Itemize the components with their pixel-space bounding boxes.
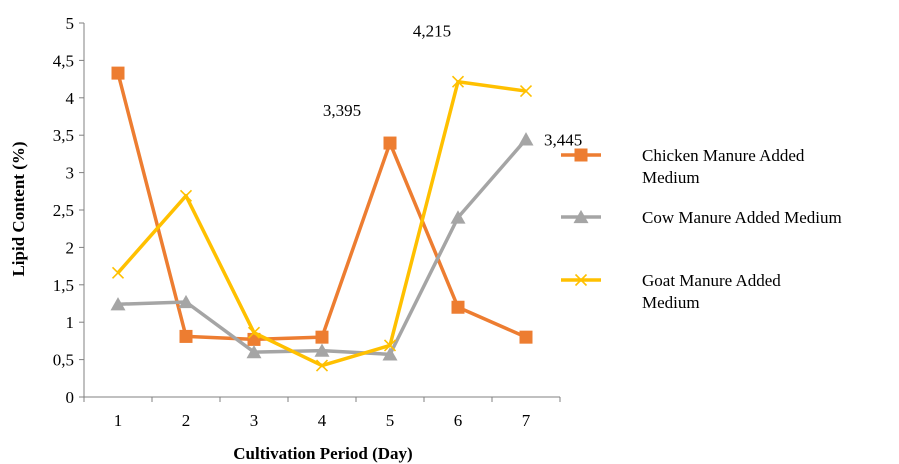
series-line	[117, 138, 528, 357]
y-tick-label: 1	[66, 313, 75, 332]
marker-stroke	[519, 85, 533, 98]
data-point-marker	[315, 330, 329, 344]
legend-swatch-marker	[573, 209, 589, 224]
marker-stroke	[383, 339, 397, 352]
data-point-marker	[246, 344, 262, 359]
data-point-marker	[451, 300, 465, 314]
legend-label: Goat Manure Added	[642, 271, 781, 290]
data-point-marker	[383, 136, 397, 150]
legend-item: Chicken Manure Added Medium	[561, 146, 805, 187]
marker-stroke	[451, 75, 465, 88]
x-tick-label: 1	[114, 411, 123, 430]
data-labels: 3,395 4,215 3,445	[323, 22, 582, 150]
data-point-marker	[110, 297, 126, 311]
x-axis-title: Cultivation Period (Day)	[233, 444, 412, 463]
y-axis-ticks: 0 0,5 1 1,5 2 2,5 3 3,5 4 4,5 5	[53, 14, 84, 407]
data-point-marker	[382, 347, 398, 361]
legend-label: Medium	[642, 168, 700, 187]
y-tick-label: 5	[66, 14, 75, 33]
data-point-marker	[519, 330, 533, 344]
legend-item: Cow Manure Added Medium	[561, 208, 842, 227]
data-point-marker	[178, 294, 194, 309]
y-tick-label: 2,5	[53, 201, 74, 220]
y-tick-label: 2	[66, 238, 75, 257]
legend-label: Cow Manure Added Medium	[642, 208, 842, 227]
legend-swatch-marker	[574, 273, 588, 287]
x-tick-label: 7	[522, 411, 531, 430]
y-tick-label: 1,5	[53, 276, 74, 295]
data-label: 3,395	[323, 101, 361, 120]
data-point-marker	[111, 66, 125, 80]
series-layer	[110, 66, 534, 372]
x-tick-label: 3	[250, 411, 259, 430]
data-point-marker	[383, 339, 397, 352]
y-tick-label: 3,5	[53, 126, 74, 145]
legend-label: Medium	[642, 293, 700, 312]
y-tick-label: 4,5	[53, 51, 74, 70]
data-point-marker	[179, 329, 193, 343]
marker-stroke	[111, 266, 125, 279]
y-tick-label: 4	[66, 89, 75, 108]
data-point-marker	[451, 75, 465, 88]
data-point-marker	[314, 343, 330, 357]
y-axis-title: Lipid Content (%)	[9, 141, 28, 276]
data-point-marker	[179, 189, 193, 202]
x-axis-ticks: 1 2 3 4 5 6 7	[83, 397, 561, 430]
data-point-marker	[519, 85, 533, 98]
legend-swatch-marker	[574, 148, 588, 162]
data-point-marker	[315, 359, 329, 372]
x-tick-label: 4	[318, 411, 327, 430]
y-tick-label: 0,5	[53, 351, 74, 370]
x-tick-label: 2	[182, 411, 191, 430]
x-tick-label: 6	[454, 411, 463, 430]
legend-item: Goat Manure Added Medium	[561, 271, 781, 312]
data-label: 4,215	[413, 22, 451, 41]
x-tick-label: 5	[386, 411, 395, 430]
y-tick-label: 3	[66, 164, 75, 183]
marker-stroke	[179, 189, 193, 202]
data-point-marker	[247, 326, 261, 339]
legend: Chicken Manure Added Medium Cow Manure Add…	[561, 146, 842, 312]
data-point-marker	[111, 266, 125, 279]
y-tick-label: 0	[66, 388, 75, 407]
series-cow-manure-added-medium	[110, 132, 534, 361]
marker-stroke	[574, 273, 588, 287]
data-point-marker	[450, 210, 466, 224]
marker-stroke	[315, 359, 329, 372]
data-label: 3,445	[544, 130, 582, 149]
legend-label: Chicken Manure Added	[642, 146, 805, 165]
series-goat-manure-added-medium	[111, 75, 533, 372]
data-point-marker	[518, 132, 534, 146]
marker-stroke	[247, 326, 261, 339]
